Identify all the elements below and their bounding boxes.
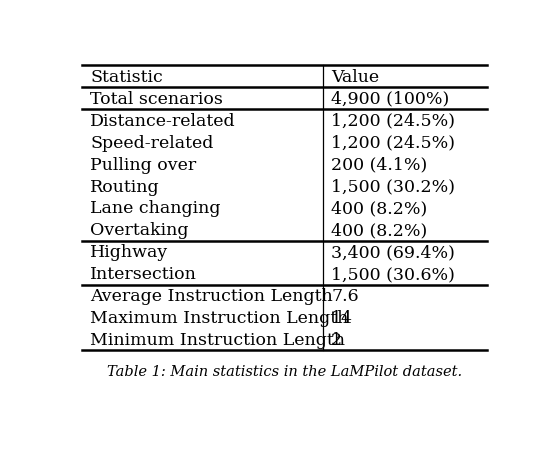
Text: 2: 2 <box>331 331 342 348</box>
Text: 7.6: 7.6 <box>331 287 359 304</box>
Text: Highway: Highway <box>90 244 168 261</box>
Text: Total scenarios: Total scenarios <box>90 91 223 108</box>
Text: 1,500 (30.2%): 1,500 (30.2%) <box>331 178 455 195</box>
Text: Minimum Instruction Length: Minimum Instruction Length <box>90 331 345 348</box>
Text: 1,200 (24.5%): 1,200 (24.5%) <box>331 134 455 152</box>
Text: Pulling over: Pulling over <box>90 156 196 173</box>
Text: 14: 14 <box>331 309 353 327</box>
Text: 1,200 (24.5%): 1,200 (24.5%) <box>331 112 455 129</box>
Text: Average Instruction Length: Average Instruction Length <box>90 287 333 304</box>
Text: Intersection: Intersection <box>90 266 197 283</box>
Text: Speed-related: Speed-related <box>90 134 214 152</box>
Text: Lane changing: Lane changing <box>90 200 221 217</box>
Text: Routing: Routing <box>90 178 160 195</box>
Text: 4,900 (100%): 4,900 (100%) <box>331 91 449 108</box>
Text: Maximum Instruction Length: Maximum Instruction Length <box>90 309 349 327</box>
Text: Overtaking: Overtaking <box>90 222 188 239</box>
Text: 400 (8.2%): 400 (8.2%) <box>331 200 428 217</box>
Text: 1,500 (30.6%): 1,500 (30.6%) <box>331 266 455 283</box>
Text: Distance-related: Distance-related <box>90 112 236 129</box>
Text: 400 (8.2%): 400 (8.2%) <box>331 222 428 239</box>
Text: 3,400 (69.4%): 3,400 (69.4%) <box>331 244 455 261</box>
Text: Table 1: Main statistics in the LaMPilot dataset.: Table 1: Main statistics in the LaMPilot… <box>107 364 463 378</box>
Text: Statistic: Statistic <box>90 69 163 86</box>
Text: Value: Value <box>331 69 379 86</box>
Text: 200 (4.1%): 200 (4.1%) <box>331 156 428 173</box>
